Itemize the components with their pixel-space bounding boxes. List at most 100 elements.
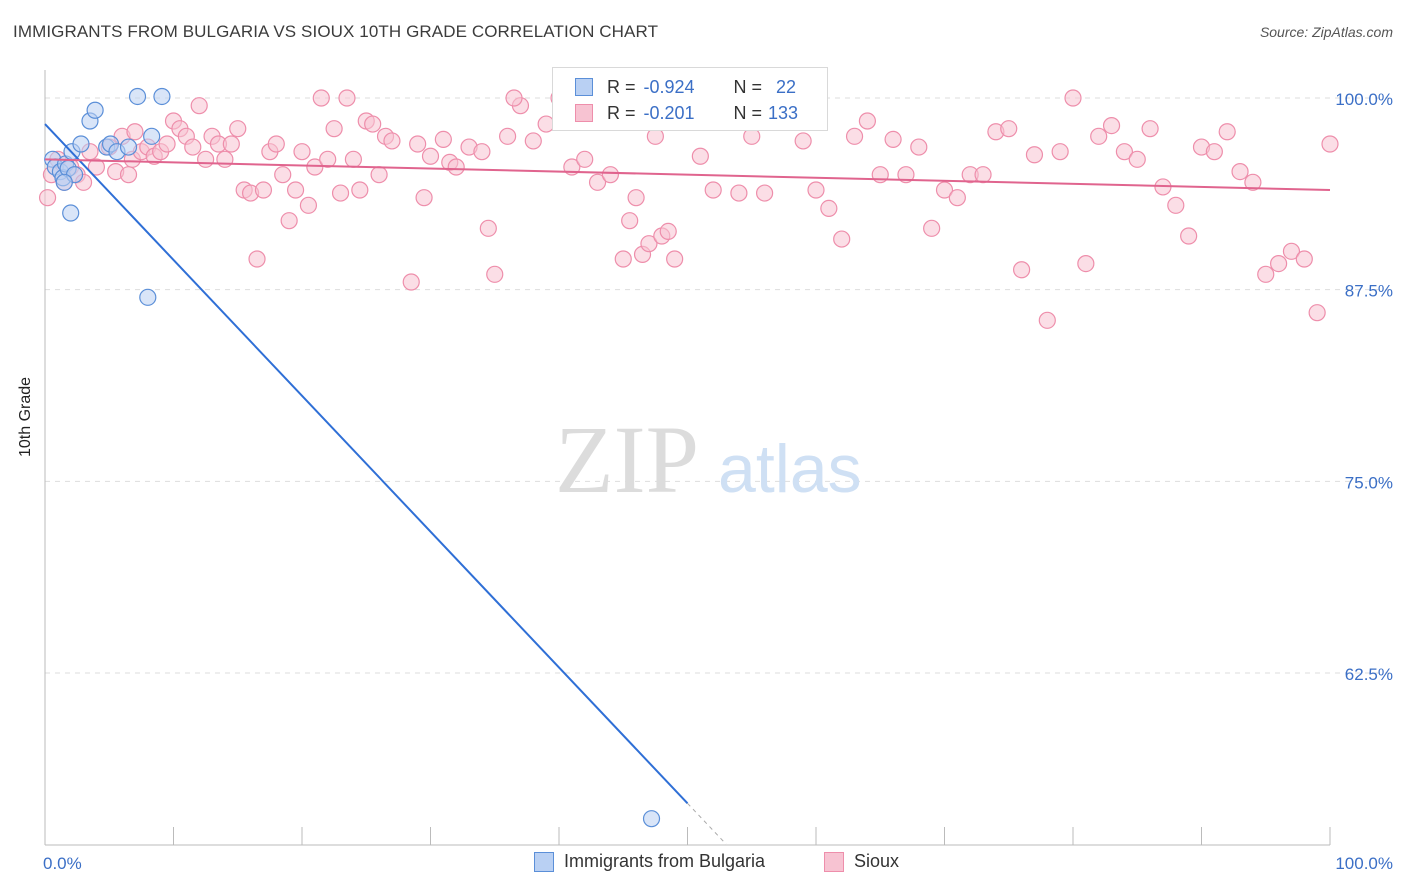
sioux-point	[576, 150, 594, 168]
watermark: ZIP atlas	[555, 406, 862, 513]
n-key: N =	[733, 76, 763, 97]
sioux-point	[935, 181, 954, 199]
sioux-point	[1102, 116, 1121, 135]
watermark-atlas: atlas	[718, 431, 862, 507]
sioux-point	[1128, 150, 1146, 168]
sioux-point	[974, 166, 992, 184]
source-label: Source: ZipAtlas.com	[1259, 24, 1393, 40]
sioux-point	[364, 115, 382, 133]
sioux-point	[845, 127, 864, 145]
stats-row-sioux: R = -0.201 N = 133	[575, 101, 798, 125]
n-value: 133	[768, 102, 799, 123]
legend-label-bulgaria: Immigrants from Bulgaria	[564, 851, 766, 871]
sioux-point	[447, 158, 465, 176]
series-sioux	[38, 89, 1339, 329]
sioux-point	[325, 120, 343, 138]
sioux-point	[910, 138, 928, 156]
sioux-point	[1051, 143, 1069, 161]
sioux-point	[627, 189, 645, 207]
sioux-point	[38, 189, 57, 207]
sioux-point	[948, 189, 966, 207]
sioux-point	[383, 132, 401, 150]
x-tick-label: 100.0%	[1335, 854, 1393, 873]
y-tick-label: 100.0%	[1335, 90, 1393, 109]
sioux-point	[1141, 120, 1159, 138]
sioux-point	[415, 189, 433, 207]
sioux-point	[409, 135, 427, 153]
bulgaria-trend-line	[44, 123, 689, 805]
sioux-point	[351, 181, 369, 199]
sioux-trend-line	[44, 158, 1331, 191]
legend-item-bulgaria[interactable]: Immigrants from Bulgaria	[534, 851, 765, 872]
sioux-point	[524, 132, 542, 150]
sioux-point	[402, 273, 420, 291]
stats-row-bulgaria: R = -0.924 N = 22	[575, 75, 796, 99]
sioux-point	[1257, 265, 1275, 283]
y-tick-label: 75.0%	[1345, 473, 1393, 492]
x-tick-label: 0.0%	[43, 854, 82, 873]
r-value: -0.924	[643, 76, 695, 97]
sioux-point	[820, 199, 838, 217]
sioux-point	[923, 219, 941, 237]
bulgaria-trend-extension	[687, 802, 727, 845]
sioux-point	[293, 143, 311, 161]
bulgaria-point	[86, 101, 104, 119]
sioux-point	[222, 135, 240, 153]
sioux-point	[479, 219, 497, 237]
trend-lines	[44, 123, 1331, 845]
sioux-point	[1205, 143, 1223, 161]
sioux-point	[248, 250, 266, 268]
sioux-point	[1321, 135, 1339, 153]
bulgaria-point	[143, 127, 161, 145]
sioux-point	[1295, 250, 1313, 268]
n-key: N =	[733, 102, 763, 123]
sioux-point	[306, 158, 324, 176]
sioux-point	[1025, 146, 1044, 164]
sioux-point	[807, 181, 825, 199]
stats-legend: R = -0.924 N = 22 R = -0.201 N = 133	[552, 67, 828, 131]
sioux-point	[280, 212, 298, 230]
sioux-point	[1282, 242, 1301, 260]
sioux-point	[499, 127, 517, 145]
sioux-point	[1012, 261, 1031, 279]
sioux-point	[897, 166, 915, 184]
sioux-point	[794, 132, 812, 150]
r-key: R =	[607, 76, 636, 97]
sioux-point	[274, 166, 292, 184]
sioux-point	[286, 181, 305, 199]
sioux-point	[614, 250, 632, 268]
sioux-point	[338, 89, 356, 107]
sioux-point	[858, 112, 877, 130]
sioux-point	[1308, 304, 1326, 322]
sioux-point	[621, 212, 639, 230]
r-key: R =	[607, 102, 636, 123]
sioux-point	[1000, 120, 1018, 138]
bulgaria-point	[139, 288, 157, 306]
sioux-point	[197, 150, 215, 168]
sioux-swatch	[575, 104, 593, 122]
legend-label-sioux: Sioux	[854, 851, 900, 871]
r-value: -0.201	[643, 102, 695, 123]
bulgaria-swatch	[575, 78, 593, 96]
sioux-point	[1269, 255, 1288, 273]
sioux-point	[884, 130, 902, 148]
sioux-point	[190, 97, 208, 115]
sioux-point	[319, 150, 337, 168]
x-tick-labels: 0.0% 100.0%	[43, 854, 1393, 873]
bulgaria-point	[55, 173, 73, 191]
sioux-point	[473, 143, 491, 161]
sioux-point	[87, 158, 106, 176]
sioux-point	[119, 166, 138, 184]
bulgaria-point	[119, 138, 138, 156]
sioux-point	[666, 250, 684, 268]
sioux-point	[505, 89, 523, 107]
sioux-point	[833, 230, 851, 248]
sioux-point	[1090, 127, 1108, 145]
legend-item-sioux[interactable]: Sioux	[824, 851, 899, 872]
sioux-point	[434, 130, 452, 148]
y-axis-label: 10th Grade	[17, 376, 34, 457]
sioux-point	[312, 89, 330, 107]
y-tick-label: 87.5%	[1345, 282, 1393, 301]
bulgaria-point	[642, 810, 661, 828]
